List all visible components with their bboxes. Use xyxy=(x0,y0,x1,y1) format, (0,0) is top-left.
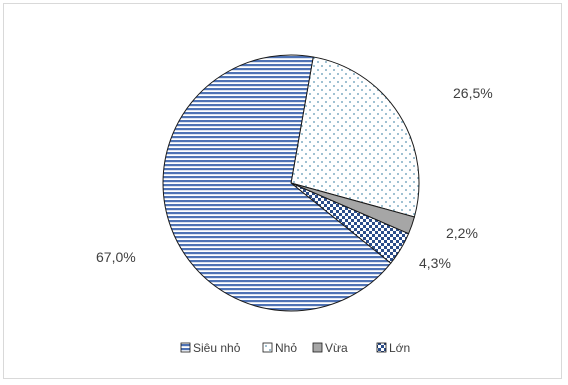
legend-swatch-sieu-nho xyxy=(180,342,191,353)
legend-swatch-lon xyxy=(376,342,387,353)
legend-label-nho: Nhỏ xyxy=(275,341,297,355)
legend-label-sieu-nho: Siêu nhỏ xyxy=(193,341,241,355)
pie-slice-nho xyxy=(290,56,420,218)
data-label-vua: 2,2% xyxy=(446,225,478,241)
legend-label-lon: Lớn xyxy=(389,341,410,355)
pie-slice-sieu-nho xyxy=(162,54,392,312)
data-label-lon: 4,3% xyxy=(419,255,451,271)
legend-label-vua: Vừa xyxy=(325,341,348,355)
data-label-nho: 26,5% xyxy=(453,85,493,101)
pie-slices xyxy=(162,54,420,312)
data-label-sieu-nho: 67,0% xyxy=(96,249,136,265)
legend: Siêu nhỏ Nhỏ Vừa Lớn xyxy=(180,341,410,355)
legend-swatch-vua xyxy=(312,342,323,353)
data-labels: 26,5% 2,2% 4,3% 67,0% xyxy=(96,85,493,271)
legend-swatch-nho xyxy=(262,342,273,353)
